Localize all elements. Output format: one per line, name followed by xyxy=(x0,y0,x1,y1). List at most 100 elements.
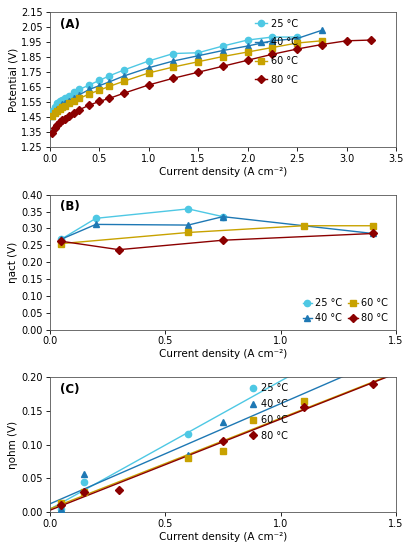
Text: (C): (C) xyxy=(60,383,80,395)
80 °C xyxy=(107,95,112,102)
40 °C xyxy=(220,419,225,426)
40 °C xyxy=(122,73,126,79)
60 °C xyxy=(59,499,64,506)
25 °C xyxy=(60,97,65,103)
80 °C xyxy=(245,57,250,64)
40 °C xyxy=(77,91,82,98)
40 °C xyxy=(186,222,191,228)
80 °C xyxy=(55,122,60,129)
40 °C xyxy=(370,230,375,237)
40 °C xyxy=(67,97,72,104)
Line: 80 °C: 80 °C xyxy=(58,381,376,508)
80 °C xyxy=(344,37,349,44)
80 °C xyxy=(67,112,72,119)
80 °C xyxy=(295,46,300,52)
X-axis label: Current density (A cm⁻²): Current density (A cm⁻²) xyxy=(159,167,287,177)
60 °C xyxy=(196,58,201,65)
40 °C xyxy=(72,95,77,101)
Legend: 25 °C, 40 °C, 60 °C, 80 °C: 25 °C, 40 °C, 60 °C, 80 °C xyxy=(248,383,288,441)
40 °C xyxy=(171,58,176,64)
60 °C xyxy=(146,70,151,76)
60 °C xyxy=(52,110,57,117)
X-axis label: Current density (A cm⁻²): Current density (A cm⁻²) xyxy=(159,349,287,359)
80 °C xyxy=(77,106,82,113)
60 °C xyxy=(370,222,375,229)
60 °C xyxy=(171,64,176,70)
60 °C xyxy=(59,240,64,247)
80 °C xyxy=(59,502,64,509)
25 °C xyxy=(295,34,300,40)
80 °C xyxy=(62,116,67,122)
40 °C xyxy=(186,452,191,458)
25 °C xyxy=(270,34,275,40)
Line: 80 °C: 80 °C xyxy=(49,37,375,136)
25 °C xyxy=(77,86,82,93)
25 °C xyxy=(220,213,225,220)
60 °C xyxy=(186,455,191,461)
80 °C xyxy=(370,230,375,237)
40 °C xyxy=(52,108,57,114)
80 °C xyxy=(220,438,225,444)
60 °C xyxy=(72,97,77,104)
60 °C xyxy=(122,78,126,85)
80 °C xyxy=(301,404,306,411)
Line: 60 °C: 60 °C xyxy=(49,37,325,119)
60 °C xyxy=(295,40,300,46)
80 °C xyxy=(97,98,102,104)
40 °C xyxy=(94,221,98,228)
25 °C xyxy=(97,77,102,84)
Text: (B): (B) xyxy=(60,200,80,213)
25 °C xyxy=(72,89,77,96)
60 °C xyxy=(60,104,65,111)
Line: 25 °C: 25 °C xyxy=(58,206,226,243)
40 °C xyxy=(270,37,275,44)
60 °C xyxy=(82,488,87,495)
80 °C xyxy=(369,37,374,43)
25 °C xyxy=(245,37,250,43)
25 °C xyxy=(50,108,55,114)
25 °C xyxy=(67,93,72,100)
60 °C xyxy=(67,100,72,106)
40 °C xyxy=(295,35,300,42)
Text: (A): (A) xyxy=(60,18,80,31)
80 °C xyxy=(50,130,55,136)
25 °C xyxy=(62,95,67,102)
60 °C xyxy=(62,103,67,109)
25 °C xyxy=(186,431,191,437)
60 °C xyxy=(50,113,55,120)
80 °C xyxy=(122,90,126,96)
40 °C xyxy=(220,213,225,220)
40 °C xyxy=(245,43,250,50)
60 °C xyxy=(301,398,306,404)
40 °C xyxy=(196,52,201,59)
Line: 40 °C: 40 °C xyxy=(58,419,226,513)
40 °C xyxy=(60,101,65,108)
Legend: 25 °C, 40 °C, 60 °C, 80 °C: 25 °C, 40 °C, 60 °C, 80 °C xyxy=(302,299,388,323)
40 °C xyxy=(59,236,64,243)
80 °C xyxy=(196,69,201,75)
Y-axis label: ηact (V): ηact (V) xyxy=(8,241,18,283)
Y-axis label: Potential (V): Potential (V) xyxy=(8,48,18,112)
25 °C xyxy=(122,67,126,73)
60 °C xyxy=(77,95,82,102)
40 °C xyxy=(319,27,324,34)
Line: 60 °C: 60 °C xyxy=(58,398,307,505)
80 °C xyxy=(72,109,77,116)
25 °C xyxy=(59,236,64,243)
25 °C xyxy=(186,206,191,212)
40 °C xyxy=(220,47,225,54)
60 °C xyxy=(57,106,62,112)
80 °C xyxy=(60,117,65,123)
40 °C xyxy=(87,86,92,93)
80 °C xyxy=(117,246,122,253)
25 °C xyxy=(107,73,112,79)
Line: 40 °C: 40 °C xyxy=(58,213,376,243)
40 °C xyxy=(50,112,55,119)
80 °C xyxy=(270,51,275,58)
25 °C xyxy=(87,81,92,88)
60 °C xyxy=(220,448,225,455)
40 °C xyxy=(57,103,62,110)
60 °C xyxy=(107,83,112,90)
60 °C xyxy=(55,108,60,114)
40 °C xyxy=(97,82,102,89)
